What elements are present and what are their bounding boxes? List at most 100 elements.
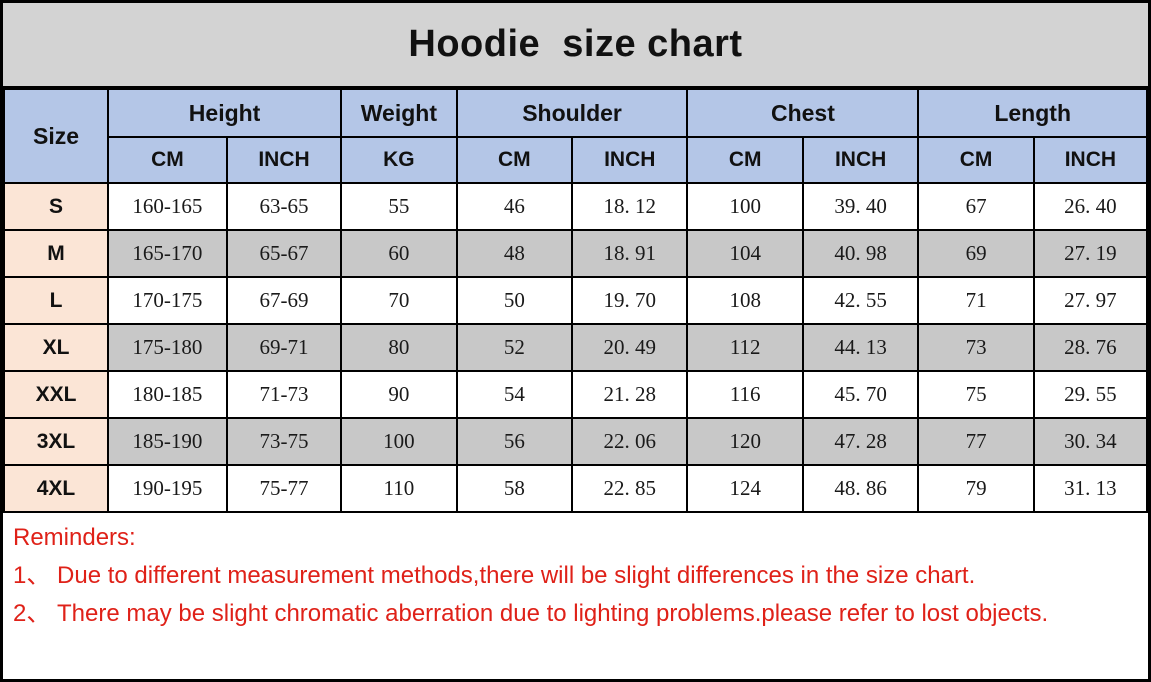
value-cell: 73 [917, 323, 1035, 372]
value-cell: 67 [917, 182, 1035, 231]
value-cell: 39. 40 [801, 182, 920, 231]
value-cell: 112 [686, 323, 804, 372]
value-cell: 45. 70 [801, 370, 920, 419]
value-cell: 73-75 [225, 417, 343, 466]
value-cell: 18. 91 [571, 229, 689, 278]
value-cell: 69 [917, 229, 1035, 278]
table-row: XXL 180-185 71-73 90 54 21. 28 116 45. 70 75 29. … [3, 370, 1148, 419]
table-row: 4XL 190-195 75-77 110 58 22. 85 124 48. 86 79 31.… [3, 464, 1148, 513]
table-row: S 160-165 63-65 55 46 18. 12 100 39. 40 67 26. 40 [3, 182, 1148, 231]
table-row: 3XL 185-190 73-75 100 56 22. 06 120 47. 28 77 30.… [3, 417, 1148, 466]
unit-weight-kg: KG [340, 136, 458, 184]
unit-height-cm: CM [107, 136, 228, 184]
value-cell: 18. 12 [571, 182, 689, 231]
unit-length-inch: INCH [1032, 136, 1148, 184]
value-cell: 27. 97 [1032, 276, 1148, 325]
value-cell: 80 [340, 323, 458, 372]
col-header-length: Length [917, 88, 1148, 138]
value-cell: 120 [686, 417, 804, 466]
unit-chest-cm: CM [686, 136, 804, 184]
col-header-shoulder: Shoulder [455, 88, 689, 138]
value-cell: 44. 13 [801, 323, 920, 372]
value-cell: 70 [340, 276, 458, 325]
value-cell: 175-180 [107, 323, 228, 372]
size-cell: L [3, 276, 109, 325]
size-cell: 4XL [3, 464, 109, 513]
value-cell: 22. 06 [571, 417, 689, 466]
size-cell: M [3, 229, 109, 278]
reminders-heading: Reminders: [13, 524, 136, 551]
size-table-body: S 160-165 63-65 55 46 18. 12 100 39. 40 67 26. 40… [3, 182, 1148, 513]
value-cell: 100 [686, 182, 804, 231]
value-cell: 50 [455, 276, 574, 325]
unit-chest-inch: INCH [801, 136, 920, 184]
header-unit-row: CM INCH KG CM INCH CM INCH CM INCH [4, 136, 1148, 184]
page-title: Hoodie size chart [3, 3, 1148, 88]
value-cell: 165-170 [107, 229, 228, 278]
unit-shoulder-inch: INCH [571, 136, 689, 184]
unit-shoulder-cm: CM [455, 136, 574, 184]
table-row: L 170-175 67-69 70 50 19. 70 108 42. 55 71 27. 97 [3, 276, 1148, 325]
value-cell: 54 [455, 370, 574, 419]
value-cell: 20. 49 [571, 323, 689, 372]
value-cell: 40. 98 [801, 229, 920, 278]
value-cell: 75 [917, 370, 1035, 419]
value-cell: 67-69 [225, 276, 343, 325]
value-cell: 60 [340, 229, 458, 278]
value-cell: 28. 76 [1032, 323, 1148, 372]
col-header-weight: Weight [340, 88, 458, 138]
value-cell: 21. 28 [571, 370, 689, 419]
value-cell: 104 [686, 229, 804, 278]
value-cell: 19. 70 [571, 276, 689, 325]
unit-length-cm: CM [917, 136, 1035, 184]
table-row: XL 175-180 69-71 80 52 20. 49 112 44. 13 73 28. 7… [3, 323, 1148, 372]
value-cell: 180-185 [107, 370, 228, 419]
value-cell: 185-190 [107, 417, 228, 466]
value-cell: 110 [340, 464, 458, 513]
value-cell: 27. 19 [1032, 229, 1148, 278]
value-cell: 42. 55 [801, 276, 920, 325]
reminders-section: Reminders: 1、 Due to different measureme… [3, 513, 1148, 633]
value-cell: 170-175 [107, 276, 228, 325]
size-table: Size Height Weight Shoulder Chest Length… [3, 88, 1148, 513]
value-cell: 160-165 [107, 182, 228, 231]
size-cell: XL [3, 323, 109, 372]
value-cell: 71 [917, 276, 1035, 325]
value-cell: 190-195 [107, 464, 228, 513]
value-cell: 79 [917, 464, 1035, 513]
value-cell: 48 [455, 229, 574, 278]
header-group-row: Size Height Weight Shoulder Chest Length [3, 88, 1148, 184]
value-cell: 55 [340, 182, 458, 231]
col-header-chest: Chest [686, 88, 920, 138]
value-cell: 116 [686, 370, 804, 419]
value-cell: 90 [340, 370, 458, 419]
col-header-size: Size [3, 88, 109, 184]
value-cell: 77 [917, 417, 1035, 466]
value-cell: 29. 55 [1032, 370, 1148, 419]
value-cell: 108 [686, 276, 804, 325]
value-cell: 58 [455, 464, 574, 513]
value-cell: 75-77 [225, 464, 343, 513]
size-cell: S [3, 182, 109, 231]
value-cell: 31. 13 [1032, 464, 1148, 513]
size-cell: XXL [3, 370, 109, 419]
value-cell: 69-71 [225, 323, 343, 372]
reminder-line-1: 1、 Due to different measurement methods,… [13, 562, 976, 589]
value-cell: 46 [455, 182, 574, 231]
value-cell: 47. 28 [801, 417, 920, 466]
value-cell: 63-65 [225, 182, 343, 231]
value-cell: 124 [686, 464, 804, 513]
value-cell: 26. 40 [1032, 182, 1148, 231]
value-cell: 100 [340, 417, 458, 466]
value-cell: 56 [455, 417, 574, 466]
value-cell: 71-73 [225, 370, 343, 419]
table-row: M 165-170 65-67 60 48 18. 91 104 40. 98 69 27. 19 [3, 229, 1148, 278]
value-cell: 52 [455, 323, 574, 372]
value-cell: 48. 86 [801, 464, 920, 513]
value-cell: 22. 85 [571, 464, 689, 513]
value-cell: 65-67 [225, 229, 343, 278]
col-header-height: Height [106, 88, 343, 138]
reminder-line-2: 2、 There may be slight chromatic aberrat… [13, 600, 1049, 627]
value-cell: 30. 34 [1032, 417, 1148, 466]
